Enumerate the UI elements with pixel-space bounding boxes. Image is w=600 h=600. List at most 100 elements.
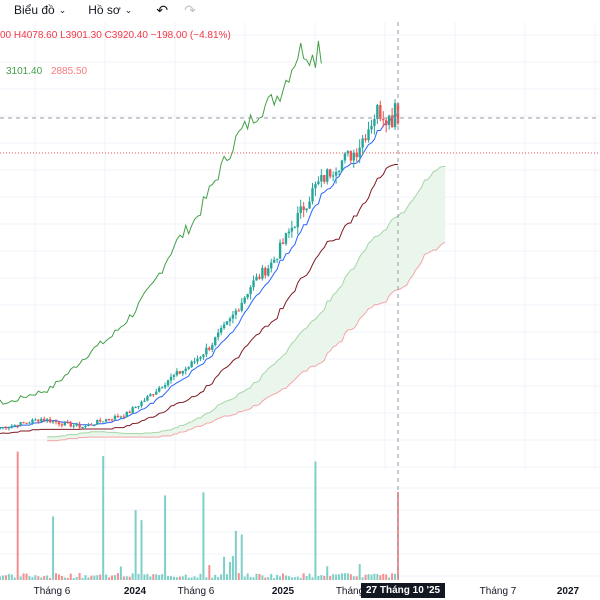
volume-bar [308,573,311,580]
candle-body [211,344,214,350]
candle-body [199,357,202,359]
candle-body [328,169,332,177]
ichimoku-span-b-line [47,241,446,442]
redo-icon[interactable]: ↷ [184,1,196,18]
volume-bar [346,573,349,580]
volume-bar [152,574,155,580]
candle-body [13,424,16,426]
volume-bar [299,577,302,580]
volume-bar [279,576,282,580]
volume-bar [99,574,102,580]
volume-bar [293,577,296,580]
x-tick-label: Tháng [335,586,365,597]
candle-body [34,419,37,421]
ichimoku-cloud [47,165,446,442]
volume-bar [137,573,140,580]
candle-body [66,422,70,424]
volume-bars [0,451,399,580]
candle-body [293,227,297,229]
volume-bar [55,573,58,580]
volume-bar [214,574,217,580]
candle-body [222,324,226,329]
candle-body [367,129,370,141]
candle-body [166,380,170,386]
volume-bar [164,495,167,580]
candle-body [72,425,75,427]
x-tick-label: 2024 [123,586,147,597]
time-axis[interactable]: Tháng 6 2024 Tháng 6 2025 Tháng Tháng 7 … [0,580,600,600]
candle-body [84,426,87,428]
candle-body [48,419,52,423]
candle-body [284,233,288,244]
candle-body [370,125,373,130]
volume-bar [276,574,279,580]
volume-bar [332,574,335,580]
candle-body [54,421,58,423]
volume-bar [37,576,40,580]
candle-body [331,175,335,177]
volume-bar [181,576,184,580]
volume-bar [282,573,285,580]
candle-body [7,427,11,429]
volume-grid [0,487,600,577]
volume-bar [10,574,13,580]
candle-body [125,411,128,418]
volume-bar [43,576,46,580]
profile-menu-label: Hồ sơ [88,3,121,17]
volume-bar [63,577,66,580]
volume-bar [385,574,388,580]
candle-body [205,347,208,355]
volume-bar [264,577,267,580]
candle-body [255,276,258,281]
candle-body [349,151,353,161]
volume-bar [226,574,229,580]
ohlc-legend: 00 H4078.60 L3901.30 C3920.40 −198.00 (−… [0,30,231,41]
volume-bar [255,573,258,580]
candle-body [258,276,261,279]
candle-body [87,424,90,427]
profile-menu-button[interactable]: Hồ sơ ⌄ [88,3,132,17]
candle-body [311,188,314,202]
candle-body [214,337,217,345]
candle-body [119,416,123,418]
volume-bar [199,573,202,580]
candle-body [137,406,140,408]
volume-bar [22,573,25,580]
candle-body [320,175,323,182]
volume-bar [349,574,352,580]
volume-bar [19,576,22,580]
chart-menu-button[interactable]: Biểu đồ ⌄ [14,3,66,17]
candle-body [308,201,311,209]
candle-body [110,419,114,421]
ohlc-close: C3920.40 [104,30,148,41]
volume-bar [196,577,199,580]
volume-bar [143,574,146,580]
chevron-down-icon: ⌄ [124,4,133,15]
volume-bar [113,575,116,580]
volume-bar [93,575,96,580]
ichimoku-lagging-line [0,40,322,405]
candle-body [202,354,205,358]
volume-bar [296,576,299,580]
x-tick-label: 2025 [271,586,295,597]
volume-bar [338,574,341,580]
volume-bar [252,577,255,580]
candle-body [275,258,279,260]
candle-body [196,358,199,362]
candle-body [178,371,182,374]
candle-body [225,321,229,325]
volume-bar [111,575,114,580]
volume-bar [60,576,63,580]
candle-body [101,421,105,423]
candle-body [343,153,347,161]
undo-icon[interactable]: ↶ [156,1,169,18]
volume-bar [13,577,16,580]
candle-body [149,394,152,397]
volume-bar [167,576,170,580]
volume-bar [169,576,172,580]
volume-bar [34,575,37,580]
ohlc-prefix: 00 [0,30,12,41]
candle-body [352,152,355,161]
volume-bar [326,566,329,580]
